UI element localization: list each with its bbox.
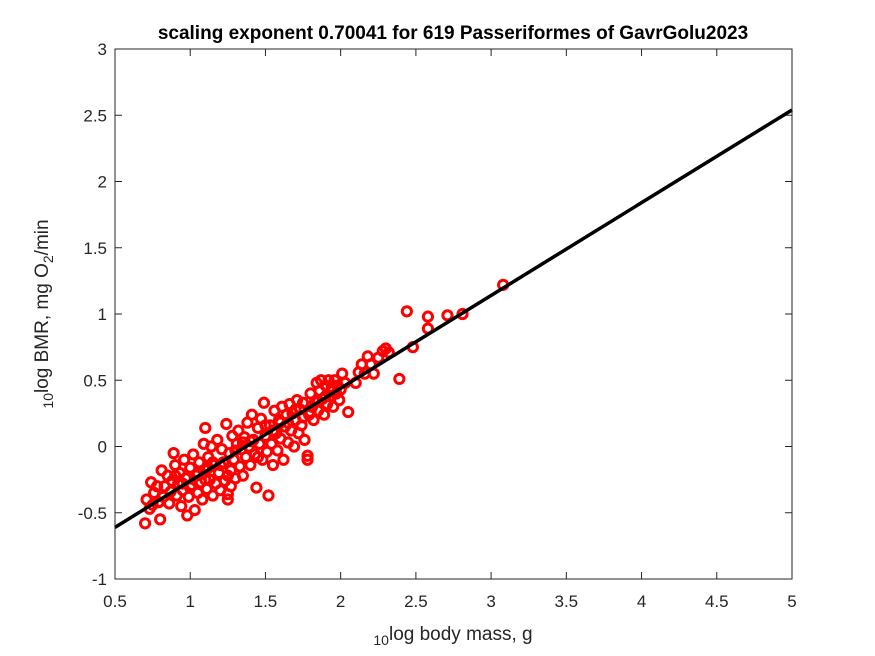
chart-title: scaling exponent 0.70041 for 619 Passeri… <box>158 23 748 44</box>
axes-box <box>114 48 793 580</box>
y-axis-label-suffix: /min <box>32 219 53 255</box>
y-tick-label: 3 <box>98 40 107 59</box>
y-tick-label: -1 <box>92 570 107 589</box>
data-point <box>167 447 180 460</box>
data-point <box>298 433 311 446</box>
x-axis-label: 10log body mass, g <box>373 624 532 648</box>
y-axis-label-subscript: 2 <box>40 255 56 263</box>
y-tick-label: 1 <box>98 305 107 324</box>
data-point <box>266 424 280 437</box>
data-point <box>266 458 280 472</box>
y-axis-label-prefix: 10 <box>40 393 56 409</box>
y-axis-label-main: log BMR, mg O <box>32 263 53 393</box>
data-point <box>169 469 182 482</box>
y-axis-ticks: -1 -0.5 0 0.5 1 1.5 2 2.5 3 <box>78 40 792 589</box>
data-point <box>199 421 212 435</box>
data-point <box>318 408 331 421</box>
x-tick-label: 3.5 <box>555 592 579 611</box>
y-tick-label: 0.5 <box>83 371 107 390</box>
x-tick-label: 4.5 <box>705 592 729 611</box>
x-tick-label: 3 <box>486 592 495 611</box>
data-point <box>221 493 234 506</box>
data-point <box>257 396 271 409</box>
data-points <box>138 278 510 530</box>
data-point <box>441 309 454 322</box>
data-point <box>342 405 355 419</box>
data-point <box>244 458 257 472</box>
data-point <box>271 444 284 457</box>
data-point <box>175 500 188 513</box>
data-point <box>138 517 152 530</box>
data-point <box>393 372 406 386</box>
data-point <box>178 453 191 466</box>
data-point <box>262 489 275 502</box>
data-point <box>221 469 234 482</box>
data-point <box>277 453 290 466</box>
data-point <box>327 400 340 413</box>
data-point <box>301 449 314 462</box>
y-tick-label: -0.5 <box>78 504 107 523</box>
x-tick-label: 5 <box>787 592 796 611</box>
fit-line-group <box>114 108 793 529</box>
x-tick-label: 1 <box>185 592 194 611</box>
data-point <box>211 433 224 446</box>
y-tick-label: 0 <box>98 438 107 457</box>
x-tick-label: 2.5 <box>404 592 428 611</box>
x-axis-label-main: log body mass, g <box>389 624 533 645</box>
fit-line <box>114 108 793 529</box>
data-point <box>151 480 164 493</box>
y-tick-label: 2 <box>98 173 107 192</box>
data-point <box>196 493 209 506</box>
data-point <box>265 437 278 450</box>
data-point <box>421 310 435 323</box>
data-point <box>193 456 206 469</box>
data-point <box>187 448 200 461</box>
x-axis-ticks: 0.5 1 1.5 2 2.5 3 3.5 4 4.5 5 <box>103 49 797 611</box>
x-tick-label: 1.5 <box>254 592 278 611</box>
x-tick-label: 4 <box>637 592 646 611</box>
data-point <box>236 469 249 482</box>
x-tick-label: 0.5 <box>103 592 127 611</box>
data-point <box>232 424 245 437</box>
data-point <box>333 394 346 407</box>
x-tick-label: 2 <box>336 592 345 611</box>
data-point <box>188 504 201 517</box>
data-point <box>163 497 176 510</box>
data-point <box>220 417 233 431</box>
data-point <box>251 451 265 464</box>
data-point <box>250 481 263 494</box>
data-point <box>312 395 325 408</box>
data-point <box>199 473 212 486</box>
y-tick-label: 1.5 <box>83 239 107 258</box>
data-point <box>154 513 167 526</box>
x-axis-label-prefix: 10 <box>373 632 389 648</box>
y-axis-label: 10log BMR, mg O2/min <box>32 219 56 408</box>
data-point <box>224 480 237 493</box>
data-point <box>146 498 159 511</box>
data-point <box>400 305 413 318</box>
data-point <box>287 440 301 453</box>
y-tick-label: 2.5 <box>83 106 107 125</box>
data-point <box>205 440 218 453</box>
